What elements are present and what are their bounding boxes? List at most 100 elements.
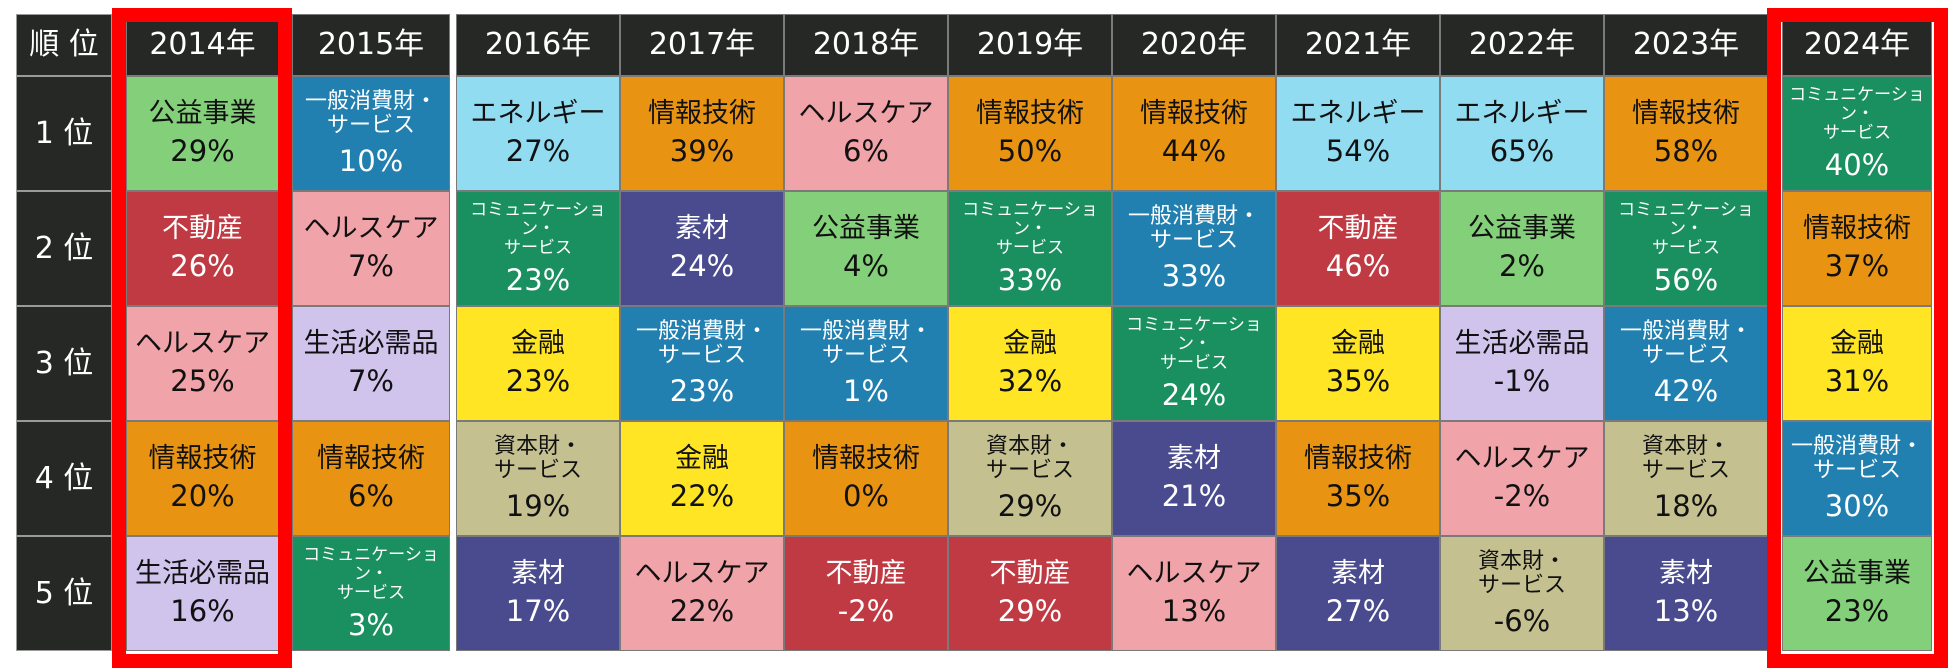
sector-name-line: コミュニケーション・ xyxy=(1618,199,1754,239)
sector-name: 金融 xyxy=(511,328,565,359)
sector-return: 10% xyxy=(338,143,404,178)
sector-name-line: コミュニケーション・ xyxy=(470,199,606,239)
sector-name-line: 公益事業 xyxy=(1803,558,1911,590)
year-label: 2023年 xyxy=(1632,27,1740,63)
year-header: 2016年 xyxy=(456,14,620,76)
sector-cell: エネルギー 27% xyxy=(456,76,620,191)
year-header: 2020年 xyxy=(1112,14,1276,76)
sector-return: 65% xyxy=(1489,134,1555,169)
year-header: 2014年 xyxy=(126,14,279,76)
sector-cell: 公益事業 29% xyxy=(126,76,279,191)
sector-name-line: 不動産 xyxy=(1317,213,1399,245)
sector-cell: ヘルスケア 25% xyxy=(126,306,279,421)
sector-name: 情報技術 xyxy=(1803,213,1911,244)
rank-label: 3 位 xyxy=(34,345,94,381)
sector-cell: 不動産 46% xyxy=(1276,191,1440,306)
sector-cell: 情報技術 35% xyxy=(1276,421,1440,536)
sector-return: 50% xyxy=(997,134,1063,169)
sector-cell: エネルギー 54% xyxy=(1276,76,1440,191)
sector-name: 素材 xyxy=(675,213,729,244)
sector-name-line: エネルギー xyxy=(470,98,606,130)
sector-name: 公益事業 xyxy=(1803,558,1911,590)
sector-name-line: サービス xyxy=(821,343,910,369)
sector-name-line: 生活必需品 xyxy=(135,558,270,590)
sector-name: 素材 xyxy=(1659,558,1713,589)
sector-name: 資本財・ サービス xyxy=(1477,549,1566,599)
sector-name: コミュニケーション・ サービス xyxy=(1783,85,1931,143)
sector-name: 一般消費財・ サービス xyxy=(636,319,768,369)
sector-name-line: ヘルスケア xyxy=(1126,558,1262,590)
year-header: 2015年 xyxy=(292,14,450,76)
sector-return: 24% xyxy=(669,249,735,284)
rank-header: 順 位 xyxy=(16,14,112,76)
sector-return: 54% xyxy=(1325,134,1391,169)
sector-name-line: 資本財・ xyxy=(493,433,582,459)
sector-return: 24% xyxy=(1161,377,1227,412)
sector-name-line: 不動産 xyxy=(989,558,1071,590)
sector-cell: コミュニケーション・ サービス 40% xyxy=(1782,76,1932,191)
sector-return: 6% xyxy=(347,479,394,514)
sector-name: 不動産 xyxy=(1317,213,1399,245)
sector-cell: ヘルスケア 7% xyxy=(292,191,450,306)
sector-name-line: 情報技術 xyxy=(648,98,756,130)
sector-name-line: 公益事業 xyxy=(1468,213,1576,245)
sector-name-line: コミュニケーション・ xyxy=(1126,314,1262,354)
sector-cell: コミュニケーション・ サービス 56% xyxy=(1604,191,1768,306)
sector-cell: 公益事業 4% xyxy=(784,191,948,306)
sector-cell: コミュニケーション・ サービス 24% xyxy=(1112,306,1276,421)
year-label: 2021年 xyxy=(1304,27,1412,63)
sector-name-line: サービス xyxy=(504,237,572,258)
sector-name-line: 情報技術 xyxy=(1304,443,1412,475)
sector-name-line: コミュニケーション・ xyxy=(962,199,1098,239)
sector-name: 情報技術 xyxy=(648,98,756,130)
rank-label-cell: 5 位 xyxy=(16,536,112,651)
sector-name-line: 一般消費財・ xyxy=(799,318,932,344)
sector-name-line: サービス xyxy=(1641,343,1730,369)
sector-name-line: 素材 xyxy=(1331,558,1385,590)
sector-cell: 資本財・ サービス 18% xyxy=(1604,421,1768,536)
sector-cell: 不動産 -2% xyxy=(784,536,948,651)
sector-name-line: 資本財・ xyxy=(985,433,1074,459)
sector-name-line: 金融 xyxy=(1003,328,1057,360)
sector-name: エネルギー xyxy=(1455,98,1590,129)
sector-name: コミュニケーション・ サービス xyxy=(1113,314,1275,373)
sector-return: 0% xyxy=(842,479,889,514)
sector-name-line: 情報技術 xyxy=(317,443,425,475)
sector-name: 一般消費財・ サービス xyxy=(304,88,437,139)
sector-cell: 情報技術 58% xyxy=(1604,76,1768,191)
sector-cell: コミュニケーション・ サービス 33% xyxy=(948,191,1112,306)
sector-name-line: 情報技術 xyxy=(812,443,920,475)
sector-cell: ヘルスケア 13% xyxy=(1112,536,1276,651)
sector-cell: ヘルスケア 22% xyxy=(620,536,784,651)
sector-cell: コミュニケーション・ サービス 23% xyxy=(456,191,620,306)
sector-name-line: サービス xyxy=(1477,573,1566,599)
sector-name-line: 一般消費財・ xyxy=(304,88,437,114)
sector-cell: 情報技術 20% xyxy=(126,421,279,536)
sector-name: 素材 xyxy=(1331,558,1385,590)
sector-name-line: 素材 xyxy=(511,558,565,590)
rank-label-cell: 1 位 xyxy=(16,76,112,191)
sector-name: 金融 xyxy=(1331,328,1385,360)
sector-cell: 金融 22% xyxy=(620,421,784,536)
sector-name: ヘルスケア xyxy=(634,558,770,590)
sector-cell: 素材 21% xyxy=(1112,421,1276,536)
sector-name: エネルギー xyxy=(1291,98,1426,129)
sector-name-line: ヘルスケア xyxy=(634,558,770,590)
sector-cell: 生活必需品 -1% xyxy=(1440,306,1604,421)
sector-name: 一般消費財・ サービス xyxy=(1791,434,1923,484)
sector-return: 3% xyxy=(347,607,394,642)
sector-return: -2% xyxy=(1493,479,1551,514)
sector-return: -2% xyxy=(837,594,895,629)
rank-label-cell: 2 位 xyxy=(16,191,112,306)
rank-label: 5 位 xyxy=(34,575,94,611)
sector-name-line: サービス xyxy=(493,458,582,484)
sector-name-line: 金融 xyxy=(1331,328,1385,360)
sector-cell: 素材 13% xyxy=(1604,536,1768,651)
sector-return: 20% xyxy=(170,479,235,514)
year-label: 2018年 xyxy=(812,27,920,63)
sector-return: 29% xyxy=(997,488,1063,523)
rank-label-cell: 3 位 xyxy=(16,306,112,421)
sector-name: コミュニケーション・ サービス xyxy=(457,199,619,258)
sector-cell: ヘルスケア 6% xyxy=(784,76,948,191)
sector-name-line: 生活必需品 xyxy=(1454,328,1590,360)
